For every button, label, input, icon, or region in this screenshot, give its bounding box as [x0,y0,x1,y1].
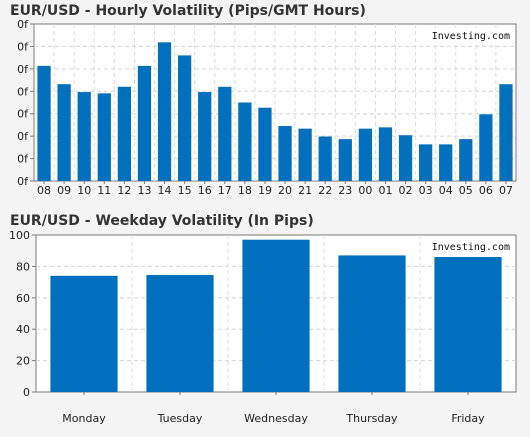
weekday-y-tick-label: 40 [16,323,30,336]
hourly-bar [137,65,152,181]
hourly-bar [358,128,373,181]
hourly-x-tick-label: 13 [137,184,151,197]
hourly-x-tick-label: 15 [178,184,192,197]
weekday-bar [242,239,310,392]
weekday-bar [146,275,214,392]
hourly-x-tick-label: 11 [97,184,111,197]
hourly-bar [77,92,91,181]
weekday-y-tick-label: 20 [16,355,30,368]
weekday-y-tick-label: 60 [16,292,30,305]
hourly-bar [57,84,71,181]
hourly-bar [198,92,212,181]
hourly-y-tick-label: 0f [17,85,29,98]
hourly-y-tick-label: 0f [17,130,29,143]
hourly-y-tick-label: 0f [17,18,29,31]
weekday-x-tick-label: Wednesday [244,412,308,425]
hourly-x-tick-label: 07 [499,184,513,197]
weekday-x-tick-label: Friday [451,412,485,425]
weekday-bar [338,255,406,392]
hourly-bar [298,128,312,181]
hourly-y-tick-label: 0f [17,40,29,53]
hourly-x-tick-label: 06 [479,184,493,197]
hourly-bar [499,84,513,181]
hourly-bar [459,139,473,181]
hourly-x-tick-label: 09 [57,184,71,197]
hourly-x-tick-label: 12 [117,184,131,197]
hourly-x-tick-label: 08 [37,184,51,197]
hourly-x-tick-label: 03 [419,184,433,197]
hourly-x-tick-label: 01 [378,184,392,197]
hourly-watermark: Investing.com [432,31,510,42]
hourly-x-tick-label: 22 [318,184,332,197]
hourly-bar [418,144,433,181]
hourly-bar [238,102,252,181]
hourly-x-tick-label: 05 [459,184,473,197]
weekday-x-tick-label: Thursday [345,412,398,425]
hourly-bar [157,42,172,181]
hourly-x-tick-label: 02 [399,184,413,197]
hourly-bar [439,144,453,181]
hourly-watermark-bg [432,28,512,43]
hourly-bar [177,55,192,181]
hourly-bar [218,86,232,181]
hourly-bar [378,127,393,181]
hourly-x-tick-label: 21 [298,184,312,197]
hourly-x-tick-label: 23 [338,184,352,197]
hourly-y-tick-label: 0f [17,153,29,166]
weekday-watermark: Investing.com [432,242,510,253]
weekday-y-tick-label: 100 [9,229,30,242]
weekday-chart-title: EUR/USD - Weekday Volatility (In Pips) [10,213,314,229]
hourly-x-tick-label: 10 [77,184,91,197]
hourly-x-tick-label: 16 [198,184,212,197]
weekday-bar [50,275,118,392]
hourly-bar [97,93,111,181]
hourly-bar [338,139,352,181]
hourly-volatility-chart: 0f 0f 0f 0f 0f 0f 0f 0f 08 09 10 11 12 13 14 15 16 17 18 19… [17,18,517,197]
hourly-y-tick-label: 0f [17,63,29,76]
hourly-bar [37,65,51,181]
weekday-x-tick-label: Tuesday [157,412,203,425]
hourly-bar [318,136,332,181]
weekday-x-tick-label: Monday [62,412,106,425]
hourly-bar [278,126,292,181]
hourly-bar [479,114,493,181]
hourly-y-tick-label: 0f [17,175,29,188]
hourly-x-tick-label: 20 [278,184,292,197]
hourly-x-tick-label: 19 [258,184,272,197]
hourly-x-tick-label: 14 [158,184,172,197]
hourly-x-tick-label: 00 [358,184,372,197]
hourly-bar [398,135,413,181]
hourly-bar [258,107,272,181]
hourly-bar [117,86,132,181]
weekday-y-tick-label: 0 [23,386,30,399]
weekday-watermark-bg [432,239,512,254]
weekday-bar [434,256,502,392]
hourly-chart-title: EUR/USD - Hourly Volatility (Pips/GMT Ho… [10,3,366,19]
hourly-x-tick-label: 04 [439,184,453,197]
hourly-x-tick-label: 17 [218,184,232,197]
hourly-x-tick-label: 18 [238,184,252,197]
hourly-y-tick-label: 0f [17,108,29,121]
weekday-y-tick-label: 80 [16,260,30,273]
